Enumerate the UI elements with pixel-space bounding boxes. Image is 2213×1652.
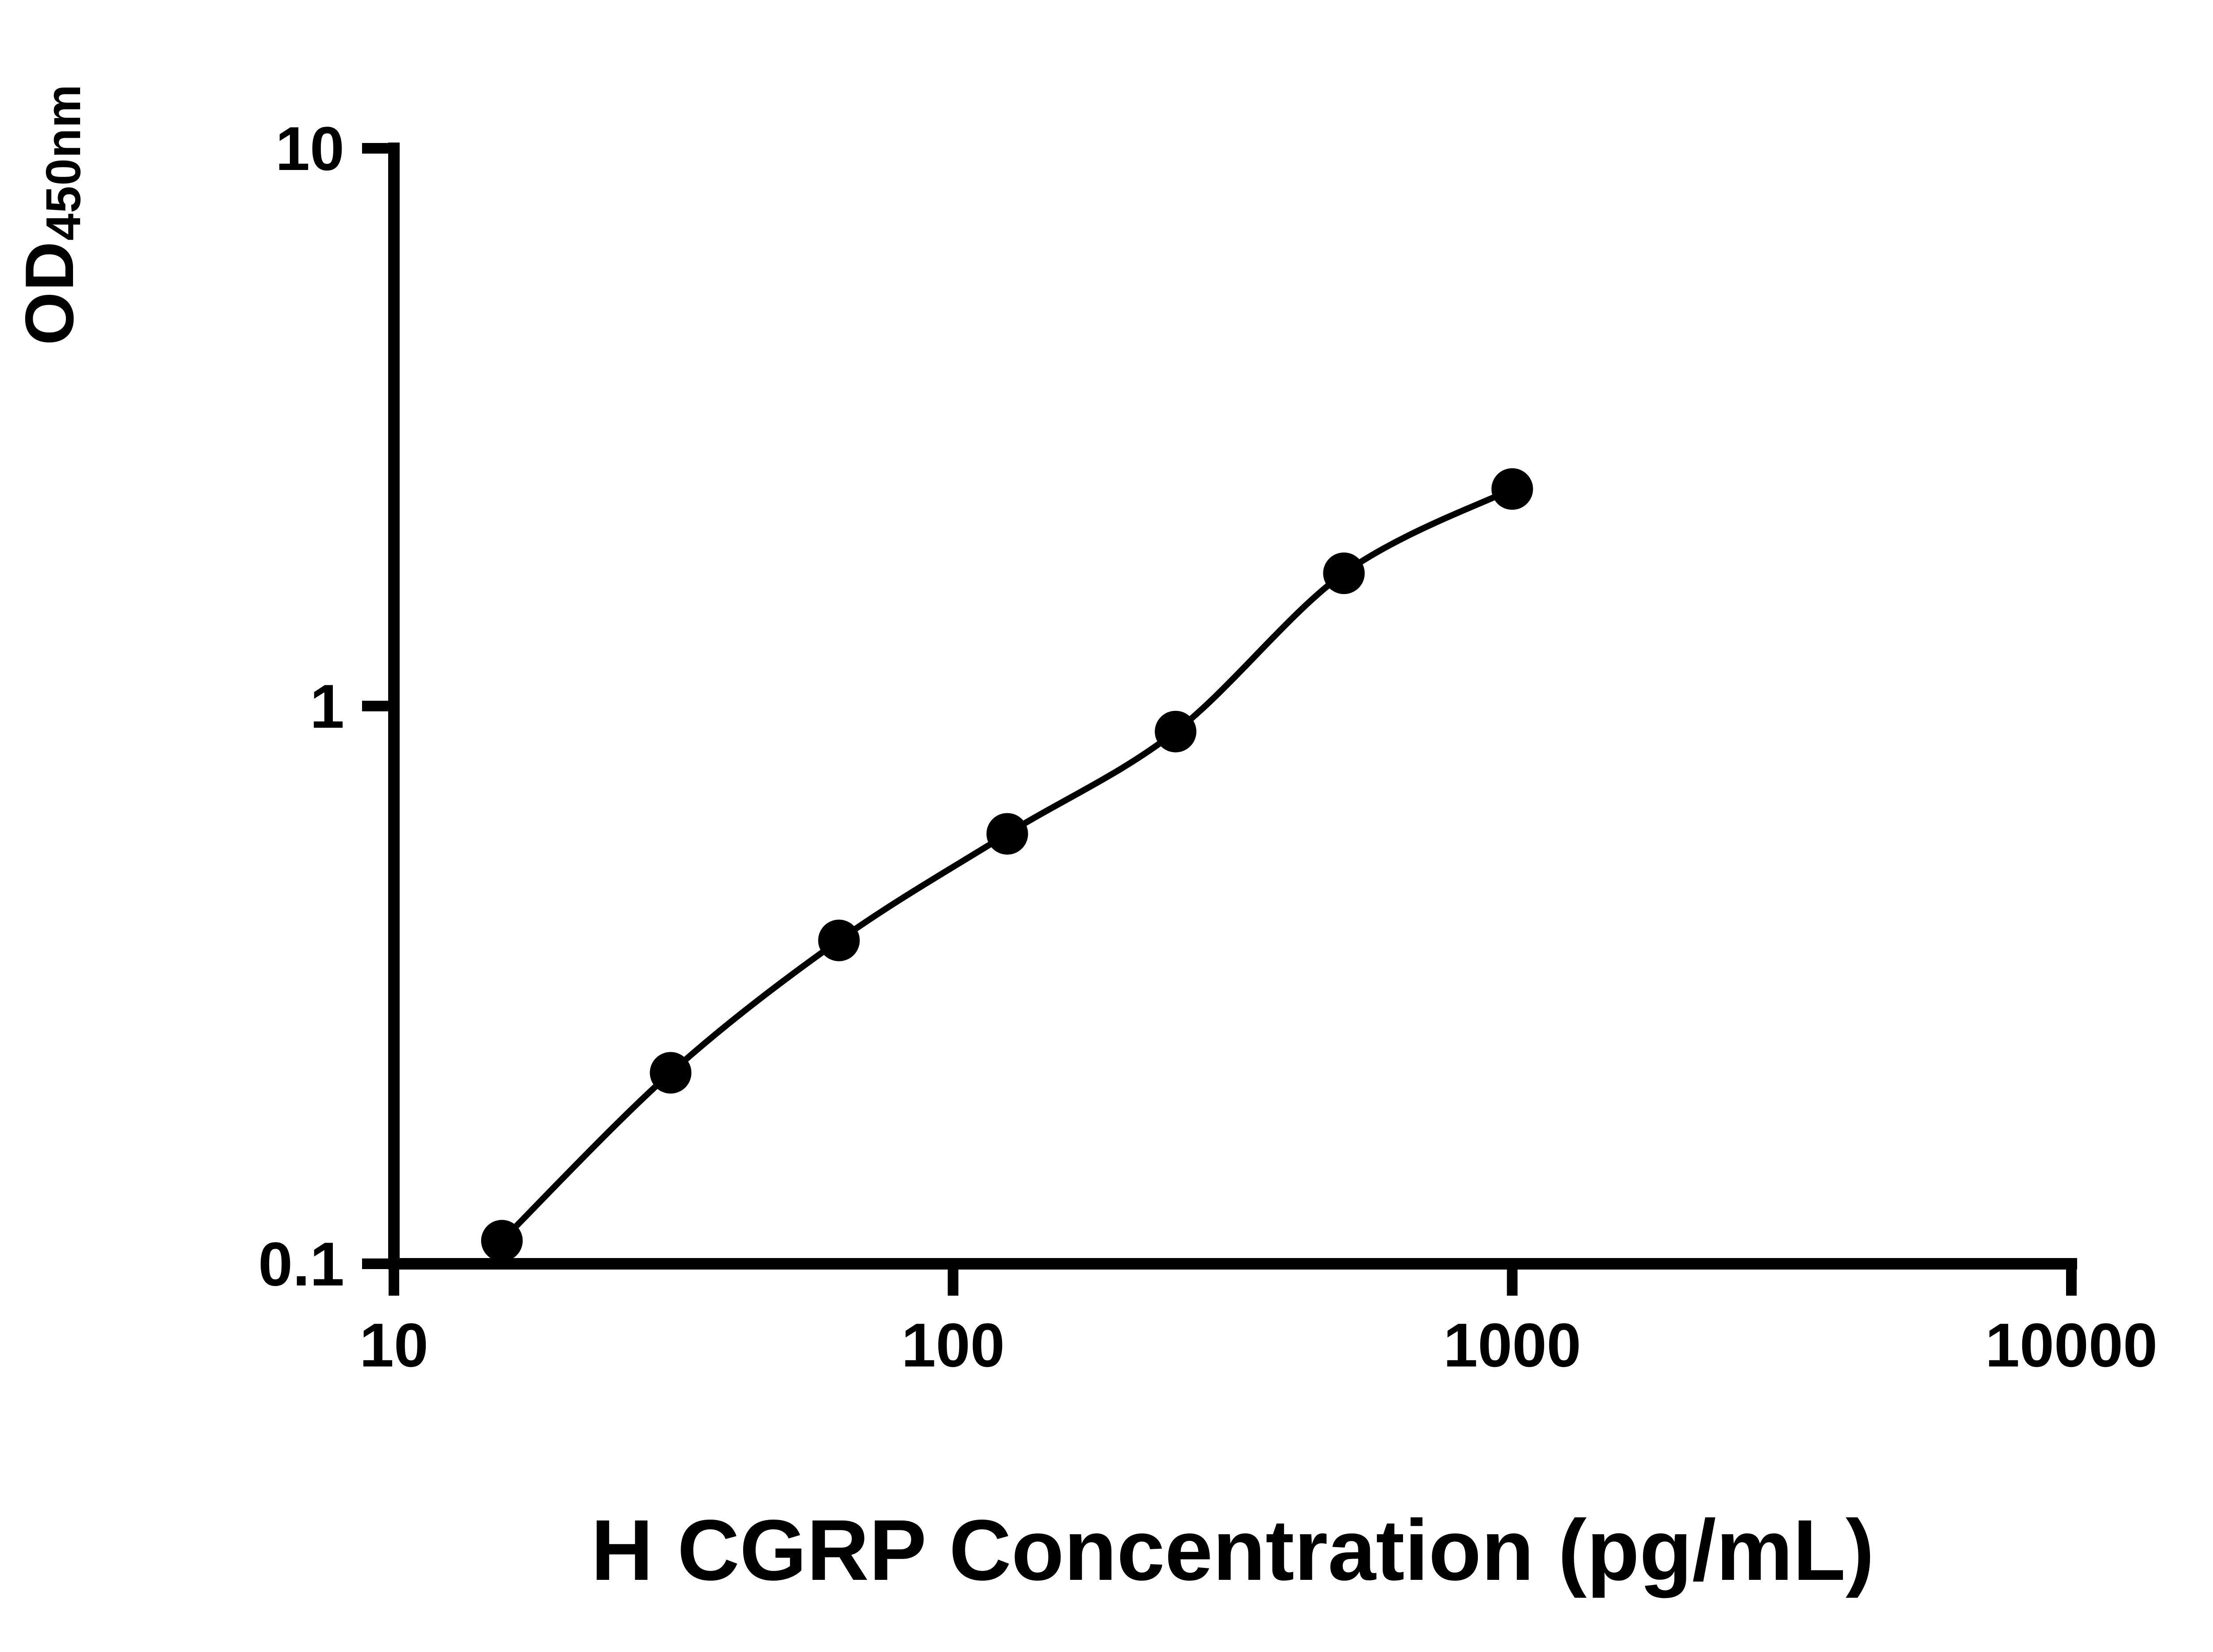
data-point-marker <box>481 1220 523 1262</box>
y-axis-title: OD450nm <box>10 84 92 345</box>
x-axis-tick-label: 1000 <box>1443 1310 1581 1380</box>
x-axis-title: H CGRP Concentration (pg/mL) <box>591 1502 1874 1598</box>
x-axis-tick-label: 10 <box>359 1310 428 1380</box>
data-point-marker <box>818 919 860 961</box>
y-axis-tick-label: 0.1 <box>258 1229 344 1299</box>
data-point-marker <box>1155 710 1197 753</box>
y-axis-tick-label: 10 <box>275 114 344 183</box>
data-point-marker <box>1323 552 1365 594</box>
x-axis-tick-label: 10000 <box>1985 1310 2157 1380</box>
y-axis-title-main: OD <box>11 240 88 346</box>
data-point-marker <box>986 813 1028 855</box>
data-point-marker <box>1491 468 1533 510</box>
y-axis-title-subscript: 450nm <box>36 84 91 241</box>
data-point-marker <box>650 1052 692 1094</box>
fit-curve <box>499 486 1515 1244</box>
x-axis-tick-label: 100 <box>902 1310 1005 1380</box>
y-axis-tick-label: 1 <box>310 672 344 741</box>
